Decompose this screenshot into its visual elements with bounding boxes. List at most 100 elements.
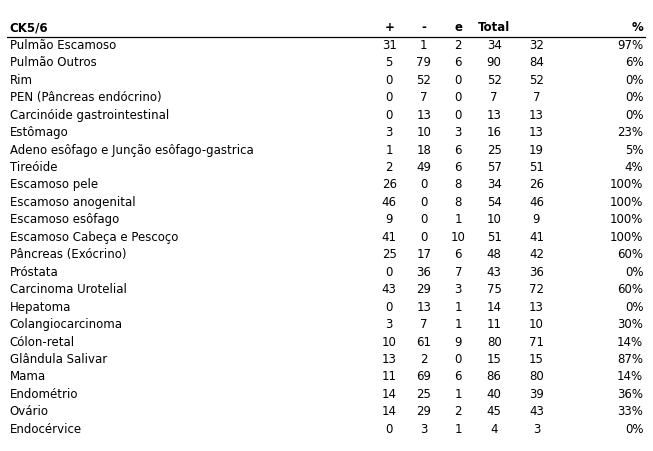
Text: 5%: 5% [625, 143, 643, 156]
Text: 7: 7 [420, 91, 428, 104]
Text: 2: 2 [420, 353, 428, 366]
Text: 43: 43 [486, 266, 502, 279]
Text: 51: 51 [529, 161, 544, 174]
Text: 87%: 87% [617, 353, 643, 366]
Text: 9: 9 [385, 213, 393, 226]
Text: 14%: 14% [617, 371, 643, 383]
Text: 13: 13 [529, 126, 544, 139]
Text: Endométrio: Endométrio [10, 388, 78, 401]
Text: 84: 84 [529, 56, 544, 69]
Text: 18: 18 [417, 143, 431, 156]
Text: 14: 14 [382, 388, 397, 401]
Text: Pâncreas (Exócrino): Pâncreas (Exócrino) [10, 249, 126, 261]
Text: 13: 13 [529, 109, 544, 122]
Text: 60%: 60% [617, 249, 643, 261]
Text: 8: 8 [454, 179, 462, 192]
Text: Escamoso esôfago: Escamoso esôfago [10, 213, 119, 226]
Text: Endocérvice: Endocérvice [10, 423, 82, 436]
Text: 13: 13 [529, 301, 544, 313]
Text: 3: 3 [454, 283, 462, 296]
Text: 34: 34 [486, 39, 502, 52]
Text: 9: 9 [533, 213, 540, 226]
Text: 72: 72 [529, 283, 544, 296]
Text: 0: 0 [420, 213, 428, 226]
Text: 57: 57 [486, 161, 502, 174]
Text: 10: 10 [451, 231, 466, 244]
Text: 0: 0 [385, 423, 393, 436]
Text: 3: 3 [385, 126, 393, 139]
Text: Pulmão Outros: Pulmão Outros [10, 56, 97, 69]
Text: 13: 13 [486, 109, 502, 122]
Text: 41: 41 [529, 231, 544, 244]
Text: 29: 29 [416, 405, 431, 419]
Text: PEN (Pâncreas endócrino): PEN (Pâncreas endócrino) [10, 91, 161, 104]
Text: e: e [454, 21, 462, 34]
Text: 10: 10 [486, 213, 502, 226]
Text: Rim: Rim [10, 74, 33, 87]
Text: 52: 52 [417, 74, 431, 87]
Text: 34: 34 [486, 179, 502, 192]
Text: 61: 61 [416, 336, 431, 349]
Text: 0: 0 [420, 196, 428, 209]
Text: 6: 6 [454, 143, 462, 156]
Text: 6: 6 [454, 56, 462, 69]
Text: Estômago: Estômago [10, 126, 69, 139]
Text: 15: 15 [486, 353, 502, 366]
Text: 4%: 4% [625, 161, 643, 174]
Text: 40: 40 [486, 388, 502, 401]
Text: Carcinoma Urotelial: Carcinoma Urotelial [10, 283, 127, 296]
Text: 25: 25 [417, 388, 431, 401]
Text: 4: 4 [490, 423, 498, 436]
Text: 0: 0 [385, 266, 393, 279]
Text: 1: 1 [454, 388, 462, 401]
Text: 11: 11 [486, 318, 502, 331]
Text: 1: 1 [420, 39, 428, 52]
Text: 0: 0 [454, 74, 462, 87]
Text: 0: 0 [385, 109, 393, 122]
Text: 6: 6 [454, 371, 462, 383]
Text: 0: 0 [454, 109, 462, 122]
Text: 0: 0 [420, 231, 428, 244]
Text: 17: 17 [416, 249, 431, 261]
Text: 51: 51 [486, 231, 502, 244]
Text: Escamoso anogenital: Escamoso anogenital [10, 196, 135, 209]
Text: 75: 75 [486, 283, 502, 296]
Text: 3: 3 [385, 318, 393, 331]
Text: 8: 8 [454, 196, 462, 209]
Text: CK5/6: CK5/6 [10, 21, 48, 34]
Text: Próstata: Próstata [10, 266, 59, 279]
Text: 23%: 23% [617, 126, 643, 139]
Text: 49: 49 [416, 161, 431, 174]
Text: 100%: 100% [610, 231, 643, 244]
Text: 6%: 6% [625, 56, 643, 69]
Text: 26: 26 [382, 179, 397, 192]
Text: 26: 26 [529, 179, 544, 192]
Text: 9: 9 [454, 336, 462, 349]
Text: Mama: Mama [10, 371, 46, 383]
Text: 0%: 0% [625, 109, 643, 122]
Text: Carcinóide gastrointestinal: Carcinóide gastrointestinal [10, 109, 169, 122]
Text: 0: 0 [454, 353, 462, 366]
Text: 42: 42 [529, 249, 544, 261]
Text: 32: 32 [529, 39, 544, 52]
Text: Cólon-retal: Cólon-retal [10, 336, 75, 349]
Text: 100%: 100% [610, 196, 643, 209]
Text: 54: 54 [486, 196, 502, 209]
Text: 0: 0 [385, 301, 393, 313]
Text: 86: 86 [486, 371, 502, 383]
Text: 0%: 0% [625, 91, 643, 104]
Text: 80: 80 [486, 336, 502, 349]
Text: 7: 7 [420, 318, 428, 331]
Text: 0%: 0% [625, 301, 643, 313]
Text: 80: 80 [529, 371, 544, 383]
Text: 13: 13 [417, 301, 431, 313]
Text: 16: 16 [486, 126, 502, 139]
Text: 10: 10 [529, 318, 544, 331]
Text: 10: 10 [382, 336, 396, 349]
Text: 30%: 30% [617, 318, 643, 331]
Text: Total: Total [478, 21, 510, 34]
Text: 52: 52 [486, 74, 502, 87]
Text: Hepatoma: Hepatoma [10, 301, 71, 313]
Text: Escamoso pele: Escamoso pele [10, 179, 98, 192]
Text: 97%: 97% [617, 39, 643, 52]
